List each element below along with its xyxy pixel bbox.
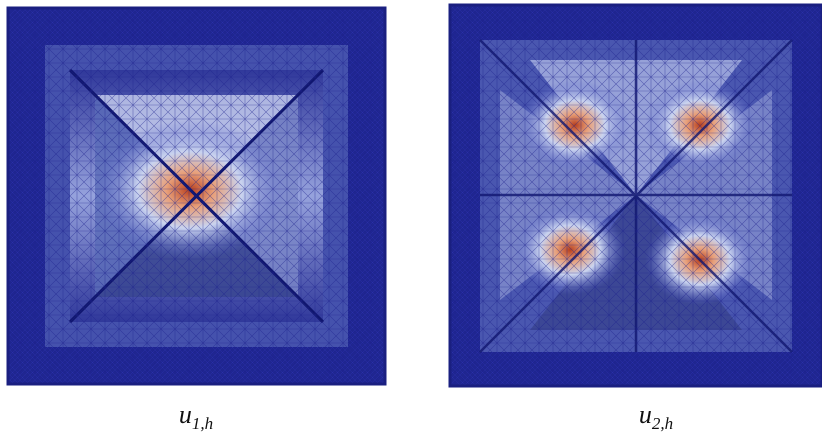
- mesh-plot-1: [8, 8, 385, 384]
- figure-page: u1,h u2,h (() => { const data = JSON.par…: [0, 0, 822, 432]
- caption-subscript: 1,h: [192, 414, 213, 433]
- caption-symbol: u: [179, 400, 192, 429]
- figure-art: [0, 0, 822, 432]
- caption-subscript: 2,h: [652, 414, 673, 433]
- caption: u2,h: [576, 400, 736, 434]
- caption: u1,h: [116, 400, 276, 434]
- caption-symbol: u: [639, 400, 652, 429]
- mesh-plot-2: [450, 5, 822, 386]
